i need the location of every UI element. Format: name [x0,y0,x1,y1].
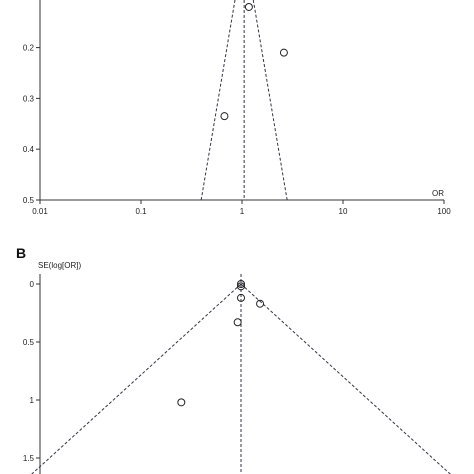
study-point-b [237,293,245,302]
panel-label-b: B [16,245,26,261]
y-tick-label-b: 1 [30,396,35,405]
y-axis-label-b: SE(log[OR]) [38,261,81,270]
y-tick-label-a: 0.5 [23,196,35,205]
study-point-b [256,299,265,308]
confidence-limit-right-b [240,283,451,474]
y-tick-label-b: 1.5 [23,454,35,463]
study-point-b [233,318,242,327]
study-point-b [237,282,245,291]
study-point-b [237,280,245,288]
confidence-limit-left-b [31,283,242,474]
study-point-a [279,48,288,57]
study-point-a [220,112,229,121]
funnel-plot-a: 0.01 0.1 1 10 100 0.2 0.3 0.4 0.5 OR [23,0,451,216]
funnel-plot-b: B SE(log[OR]) 0 0.5 1 1.5 [16,245,451,474]
confidence-limit-right-a [252,0,288,201]
y-tick-label-b: 0 [30,280,35,289]
y-tick-label-a: 0.2 [23,44,35,53]
x-tick-label-a: 100 [437,207,451,216]
y-tick-label-b: 0.5 [23,338,35,347]
study-point-a [244,2,253,11]
x-axis-label-a: OR [432,189,444,198]
x-tick-label-a: 0.1 [135,207,147,216]
x-tick-label-a: 10 [339,207,348,216]
x-tick-label-a: 0.01 [32,207,48,216]
y-tick-label-a: 0.4 [23,145,35,154]
x-tick-label-a: 1 [240,207,245,216]
y-tick-label-a: 0.3 [23,94,35,103]
confidence-limit-left-a [200,0,236,201]
study-point-b [177,398,186,407]
